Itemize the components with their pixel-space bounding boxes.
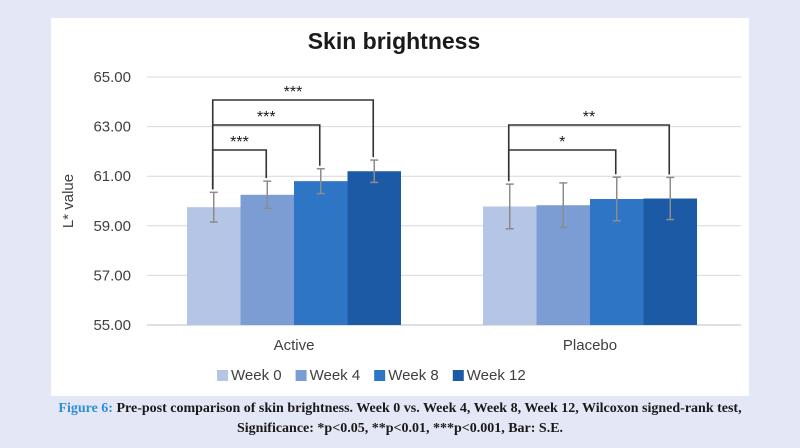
caption-label: Figure 6: — [58, 401, 113, 416]
x-category-label: Active — [274, 337, 315, 354]
bar-chart: Skin brightness 55.00 57.00 59.00 61.00 63.00… — [60, 28, 741, 384]
legend-swatch — [295, 370, 307, 381]
y-tick-label: 57.00 — [93, 267, 131, 284]
y-tick-label: 55.00 — [93, 317, 131, 334]
y-tick-label: 59.00 — [93, 218, 131, 235]
y-tick-label: 65.00 — [93, 69, 131, 86]
legend-label: Week 4 — [310, 367, 361, 384]
y-tick-label: 61.00 — [93, 168, 131, 185]
legend-swatch — [217, 370, 228, 381]
legend-swatch — [374, 370, 386, 381]
chart-panel: Skin brightness 55.00 57.00 59.00 61.00 63.00… — [51, 18, 749, 396]
legend-label: Week 0 — [231, 367, 282, 384]
significance-bracket — [211, 149, 268, 190]
significance-label: ** — [583, 109, 595, 126]
y-axis-label: L* value — [60, 174, 77, 228]
significance-label: *** — [257, 109, 276, 126]
legend-label: Week 8 — [388, 367, 439, 384]
bar-week-0-active — [187, 207, 241, 325]
significance-label: *** — [230, 134, 249, 151]
significance-bracket — [507, 124, 671, 182]
significance-bracket — [211, 99, 375, 190]
x-category-label: Placebo — [563, 337, 617, 354]
legend-swatch — [452, 370, 464, 381]
bar-week-8-active — [294, 181, 348, 325]
chart-title: Skin brightness — [308, 28, 481, 54]
y-tick-label: 63.00 — [93, 119, 131, 136]
significance-label: * — [559, 134, 565, 151]
bar-week-12-active — [347, 171, 401, 325]
bar-week-4-active — [240, 194, 294, 325]
caption-text: Pre-post comparison of skin brightness. … — [112, 401, 742, 436]
figure-caption: Figure 6: Pre-post comparison of skin br… — [40, 399, 760, 439]
significance-label: *** — [284, 84, 303, 101]
legend-label: Week 12 — [467, 367, 526, 384]
